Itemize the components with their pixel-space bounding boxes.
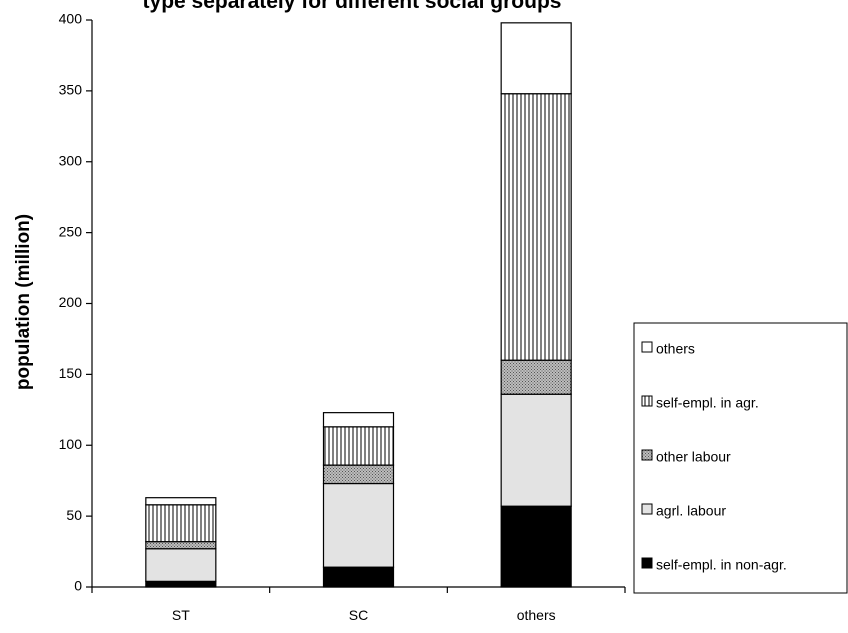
bar-segment xyxy=(500,393,572,507)
bar-segment xyxy=(145,541,217,550)
legend-label: others xyxy=(656,341,695,357)
x-tick-label: SC xyxy=(349,607,368,623)
bar-segment xyxy=(322,464,395,485)
y-tick-label: 50 xyxy=(66,507,82,523)
legend-label: self-empl. in non-agr. xyxy=(656,557,787,573)
bar-segment xyxy=(145,504,217,543)
bar-segment xyxy=(145,548,217,582)
bar-segment xyxy=(145,497,217,506)
y-axis: 0 50 100 150 200 250 300 350 400 xyxy=(59,11,93,594)
bar-segment xyxy=(500,359,572,395)
bar-segment xyxy=(322,482,395,568)
bar-segment xyxy=(322,426,395,466)
bar-segment xyxy=(500,93,572,361)
bar-segment xyxy=(145,580,217,588)
y-tick-label: 400 xyxy=(59,11,83,27)
legend-label: other labour xyxy=(656,449,731,465)
bar-segment xyxy=(500,505,572,588)
legend-swatch xyxy=(641,557,653,569)
legend-swatch xyxy=(641,395,653,407)
x-tick-label: others xyxy=(517,607,556,623)
legend-swatch xyxy=(641,341,653,353)
legend-swatch xyxy=(641,503,653,515)
y-axis-label: population (million) xyxy=(13,214,34,390)
x-axis: ST SC others xyxy=(91,586,626,623)
bar-segment xyxy=(322,566,395,588)
y-tick-label: 100 xyxy=(59,436,83,452)
bar-segment xyxy=(500,22,572,95)
y-tick-label: 150 xyxy=(59,365,83,381)
y-tick-label: 350 xyxy=(59,82,83,98)
legend-label: agrl. labour xyxy=(656,503,726,519)
x-tick-label: ST xyxy=(172,607,190,623)
legend-label: self-empl. in agr. xyxy=(656,395,759,411)
y-tick-label: 200 xyxy=(59,294,83,310)
legend: others self-empl. in agr. other labour agrl… xyxy=(633,322,848,594)
y-tick-label: 250 xyxy=(59,223,83,239)
chart-title: type separately for different social gro… xyxy=(143,0,562,13)
y-tick-label: 300 xyxy=(59,152,83,168)
legend-swatch xyxy=(641,449,653,461)
y-tick-label: 0 xyxy=(74,578,82,594)
bars xyxy=(145,22,572,588)
legend-frame xyxy=(633,322,848,594)
bar-segment xyxy=(322,412,395,428)
